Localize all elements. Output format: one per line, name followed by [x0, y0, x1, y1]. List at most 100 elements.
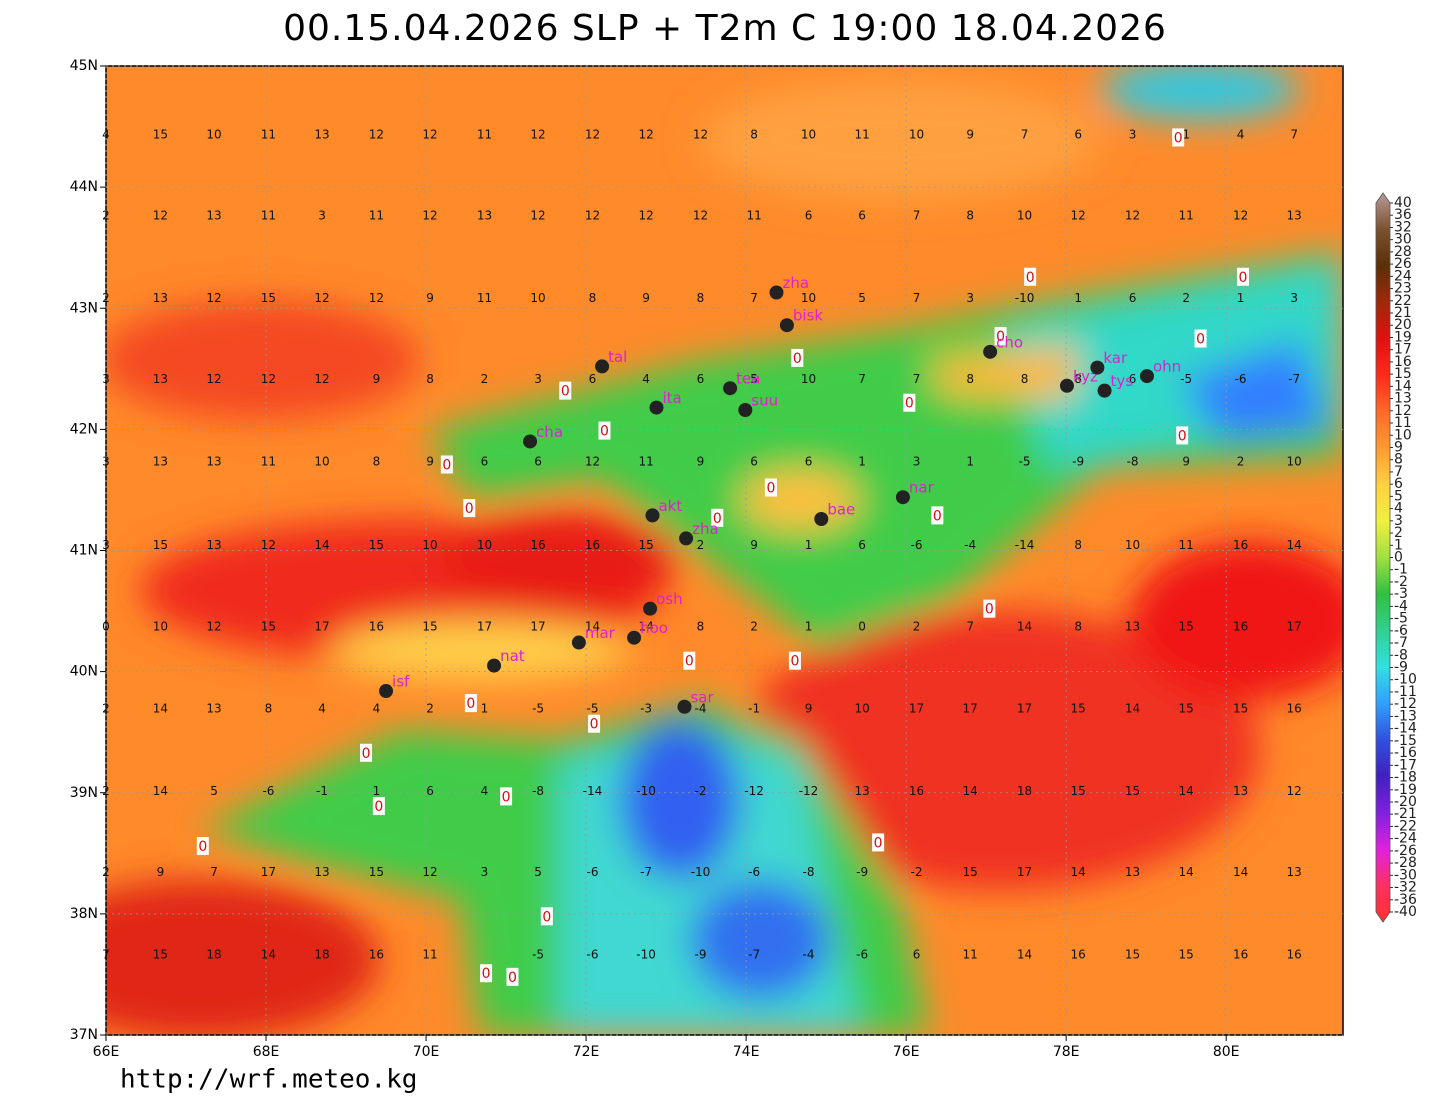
contour-label-box [480, 964, 493, 983]
x-tick-label: 70E [413, 1044, 440, 1060]
contour-label-box [788, 651, 801, 670]
grid-value: 6 [805, 455, 813, 469]
grid-value: -9 [695, 948, 707, 962]
grid-value: 9 [697, 455, 705, 469]
grid-value: 8 [373, 455, 381, 469]
grid-value: 17 [261, 865, 276, 879]
grid-value: 8 [1074, 619, 1082, 633]
contour-label: 0 [874, 835, 883, 851]
colorbar-label: -5 [1394, 611, 1408, 627]
grid-value: 12 [1233, 209, 1248, 223]
contour-label: 0 [1026, 270, 1035, 286]
grid-value: -5 [532, 702, 544, 716]
grid-value: 16 [530, 538, 545, 552]
grid-value: 16 [1233, 538, 1248, 552]
grid-value: 1 [805, 538, 813, 552]
grid-value: -4 [803, 948, 815, 962]
grid-value: -4 [695, 702, 707, 716]
grid-value: 1 [481, 702, 489, 716]
grid-value: 9 [157, 865, 165, 879]
grid-value: 14 [962, 784, 977, 798]
grid-value: 1 [966, 455, 974, 469]
contour-label: 0 [1196, 332, 1205, 348]
colorbar-label: 28 [1394, 244, 1412, 260]
grid-value: -3 [640, 702, 652, 716]
grid-value: -2 [695, 784, 707, 798]
grid-value: 4 [1237, 128, 1245, 142]
contour-label-box [1236, 267, 1249, 286]
grid-value: 1 [1074, 291, 1082, 305]
colorbar-label: -13 [1394, 708, 1417, 724]
grid-value: 16 [369, 619, 384, 633]
grid-value: 12 [206, 372, 221, 386]
grid-value: 8 [1074, 372, 1082, 386]
contour-label-box [983, 599, 996, 618]
grid-value: 12 [638, 209, 653, 223]
grid-value: 13 [1125, 865, 1140, 879]
station-label: bisk [793, 307, 824, 325]
contour-label-box [764, 478, 777, 497]
contour-label-box [559, 381, 572, 400]
grid-value: 10 [477, 538, 492, 552]
colorbar-label: -2 [1394, 574, 1408, 590]
grid-value: 10 [801, 128, 816, 142]
grid-value: 12 [206, 291, 221, 305]
grid-value: -8 [1127, 455, 1139, 469]
colorbar-label: -3 [1394, 586, 1408, 602]
grid-value: 6 [750, 455, 758, 469]
grid-value: 10 [854, 702, 869, 716]
x-tick-label: 76E [893, 1044, 920, 1060]
grid-value: 15 [153, 128, 168, 142]
colorbar-label: 3 [1394, 513, 1403, 529]
contour-label-box [791, 348, 804, 367]
grid-value: 12 [585, 209, 600, 223]
station-marker [779, 318, 794, 333]
y-tick-label: 37N [70, 1027, 98, 1043]
grid-value: 14 [585, 619, 600, 633]
grid-value: -1 [748, 702, 760, 716]
grid-value: 17 [1017, 702, 1032, 716]
grid-value: -14 [583, 784, 603, 798]
grid-value: 12 [693, 128, 708, 142]
station-label: sar [690, 688, 714, 706]
grid-value: 17 [314, 619, 329, 633]
grid-value: 10 [314, 455, 329, 469]
grid-value: 13 [206, 702, 221, 716]
grid-value: 6 [426, 784, 434, 798]
grid-value: 12 [261, 372, 276, 386]
grid-value: 11 [422, 948, 437, 962]
station-marker [814, 512, 829, 527]
grid-value: 14 [1125, 702, 1140, 716]
grid-value: 6 [858, 209, 866, 223]
grid-value: 12 [693, 209, 708, 223]
contour-label-box [464, 694, 477, 713]
grid-value: 14 [1017, 619, 1032, 633]
colorbar-label: -1 [1394, 562, 1408, 578]
grid-value: 16 [909, 784, 924, 798]
contour-label-box [1172, 128, 1185, 147]
grid-value: 3 [534, 372, 542, 386]
station-marker [571, 635, 586, 650]
grid-value: 13 [153, 455, 168, 469]
colorbar-label: 12 [1394, 403, 1412, 419]
station-marker [645, 508, 660, 523]
grid-value: -6 [1235, 372, 1247, 386]
grid-value: 13 [314, 865, 329, 879]
colorbar-label: -17 [1394, 757, 1417, 773]
grid-value: 11 [261, 128, 276, 142]
grid-value: 3 [102, 372, 110, 386]
grid-value: 15 [1071, 784, 1086, 798]
grid-value: 15 [369, 538, 384, 552]
contour-label-box [598, 421, 611, 440]
station-label: cho [996, 333, 1023, 351]
station-label: nat [500, 647, 525, 665]
grid-value: 14 [314, 538, 329, 552]
station-marker [769, 285, 784, 300]
grid-value: 11 [261, 209, 276, 223]
x-tick-label: 66E [93, 1044, 120, 1060]
grid-value: 10 [1287, 455, 1302, 469]
grid-value: 11 [477, 128, 492, 142]
grid-value: 1 [1237, 291, 1245, 305]
grid-value: 6 [481, 455, 489, 469]
